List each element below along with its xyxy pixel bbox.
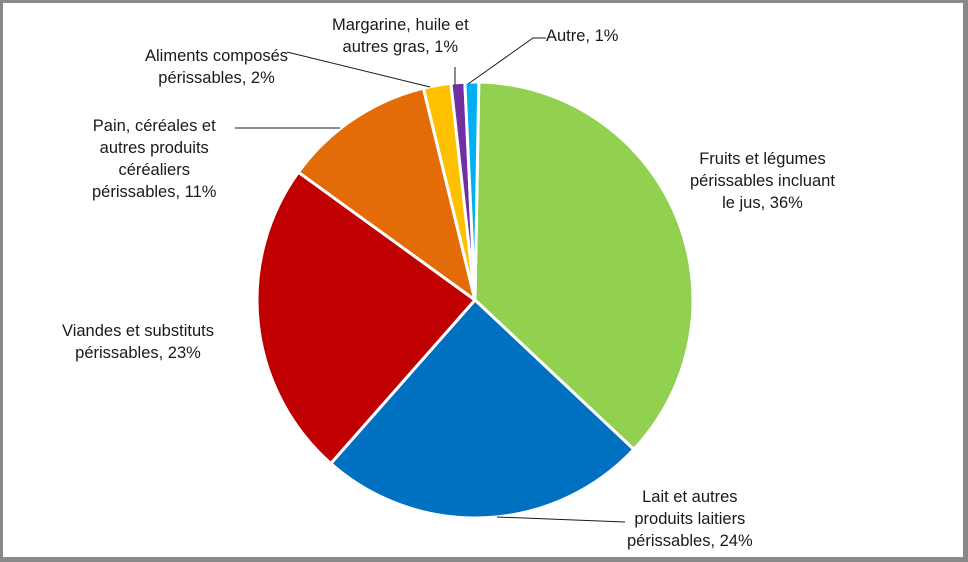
label-line: périssables, 23% xyxy=(75,344,201,362)
label-line: autres gras, 1% xyxy=(342,38,459,56)
label-line: Viandes et substituts xyxy=(62,322,214,340)
pie-slice-6 xyxy=(463,80,481,302)
label-lait: Lait et autres produits laitiers périssa… xyxy=(627,486,753,552)
label-line: Fruits et légumes xyxy=(699,150,826,168)
pie-slices xyxy=(255,80,695,520)
leader-line-aliments xyxy=(286,51,431,88)
label-autre: Autre, 1% xyxy=(546,25,618,47)
pie-slice-0 xyxy=(473,80,695,451)
pie-slice-1 xyxy=(329,298,636,520)
label-line: le jus, 36% xyxy=(722,194,803,212)
label-line: périssables, 2% xyxy=(158,69,275,87)
leader-line-autre xyxy=(467,37,546,85)
label-line: produits laitiers xyxy=(634,510,746,528)
label-line: Aliments composés xyxy=(145,47,289,65)
label-margarine: Margarine, huile et autres gras, 1% xyxy=(332,14,469,58)
label-line: céréaliers xyxy=(118,161,190,179)
label-line: périssables, 11% xyxy=(92,183,217,201)
label-line: autres produits xyxy=(99,139,209,157)
label-line: Lait et autres xyxy=(642,488,738,506)
label-viandes: Viandes et substituts périssables, 23% xyxy=(62,320,214,364)
label-pain: Pain, céréales et autres produits céréal… xyxy=(92,115,216,203)
label-line: Pain, céréales et xyxy=(92,117,216,135)
pie-slice-3 xyxy=(296,86,477,302)
label-line: périssables incluant xyxy=(690,172,835,190)
leader-line-lait xyxy=(496,516,626,523)
label-aliments: Aliments composés périssables, 2% xyxy=(145,45,288,89)
pie-slice-2 xyxy=(255,170,477,465)
leader-lines xyxy=(235,37,626,523)
label-fruits: Fruits et légumes périssables incluant l… xyxy=(690,148,835,214)
label-line: Autre, 1% xyxy=(546,27,619,45)
label-line: Margarine, huile et xyxy=(332,16,469,34)
label-line: périssables, 24% xyxy=(627,532,753,550)
